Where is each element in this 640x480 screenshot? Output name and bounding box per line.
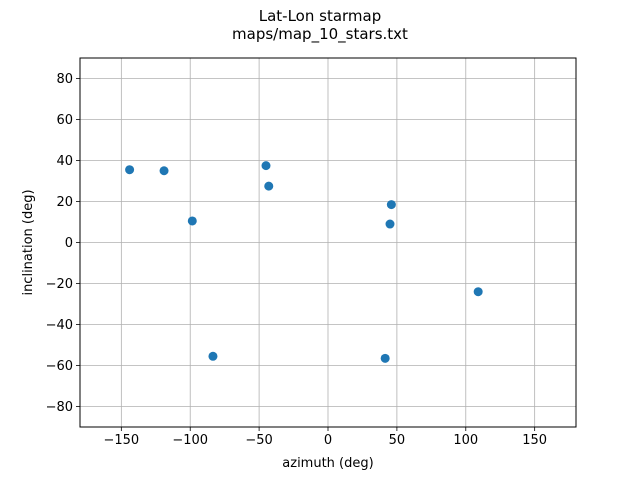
grid-lines [80, 58, 576, 427]
star-point [473, 287, 483, 297]
star-point [264, 181, 274, 191]
y-tick-label: −40 [46, 318, 73, 333]
y-tick-label: −60 [46, 359, 73, 374]
x-tick-label: 100 [453, 433, 478, 448]
star-point [261, 161, 271, 171]
y-tick-label: 0 [65, 236, 73, 251]
star-point [208, 351, 218, 361]
star-point [386, 200, 396, 210]
x-axis-label: azimuth (deg) [282, 456, 373, 471]
y-tick-label: −20 [46, 277, 73, 292]
y-tick-label: 60 [56, 113, 73, 128]
scatter-points [125, 161, 483, 363]
x-axis-ticks: −150 −100 −50 0 50 100 150 [103, 427, 547, 448]
y-axis-ticks: −80 −60 −40 −20 0 20 40 60 80 [46, 72, 80, 415]
y-tick-label: 80 [56, 72, 73, 87]
y-tick-label: 20 [56, 195, 73, 210]
star-point [385, 219, 395, 229]
x-tick-label: −50 [245, 433, 272, 448]
y-axis-label: inclination (deg) [21, 189, 36, 295]
x-tick-label: 0 [324, 433, 332, 448]
x-tick-label: −100 [172, 433, 208, 448]
y-tick-label: −80 [46, 400, 73, 415]
star-point [380, 353, 390, 363]
star-point [159, 166, 169, 176]
star-point [125, 165, 135, 175]
y-tick-label: 40 [56, 154, 73, 169]
x-tick-label: 150 [522, 433, 547, 448]
x-tick-label: −150 [103, 433, 139, 448]
x-tick-label: 50 [389, 433, 406, 448]
star-point [187, 216, 197, 226]
chart-subtitle: maps/map_10_stars.txt [232, 25, 408, 44]
chart-title: Lat-Lon starmap [259, 7, 382, 25]
